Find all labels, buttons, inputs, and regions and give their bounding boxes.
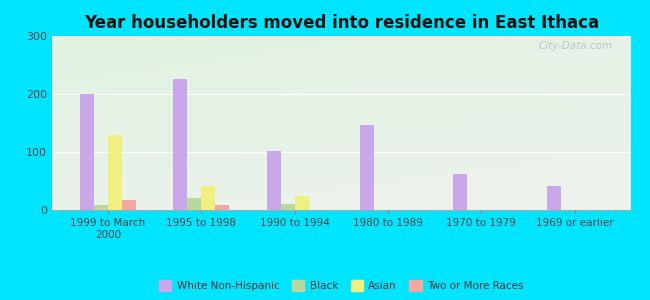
Bar <box>266 151 281 210</box>
Bar <box>174 80 187 210</box>
Bar <box>453 174 467 210</box>
Text: City-Data.com: City-Data.com <box>539 41 613 51</box>
Title: Year householders moved into residence in East Ithaca: Year householders moved into residence i… <box>84 14 599 32</box>
Bar <box>80 94 94 210</box>
Bar <box>360 125 374 210</box>
Bar <box>294 196 309 210</box>
Bar <box>281 204 294 210</box>
Bar <box>187 198 202 210</box>
Bar <box>122 200 136 210</box>
Legend: White Non-Hispanic, Black, Asian, Two or More Races: White Non-Hispanic, Black, Asian, Two or… <box>155 276 528 295</box>
Bar <box>202 186 215 210</box>
Bar <box>215 206 229 210</box>
Bar <box>94 206 108 210</box>
Bar <box>547 186 560 210</box>
Bar <box>108 135 122 210</box>
